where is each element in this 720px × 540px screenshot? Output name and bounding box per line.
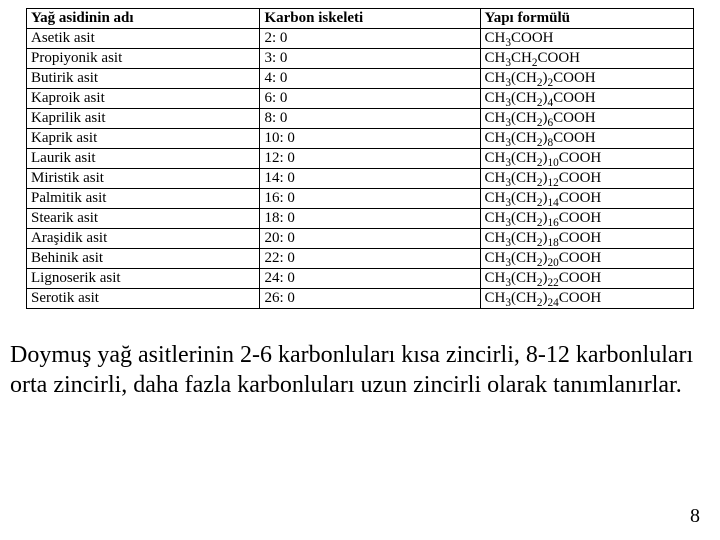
cell-skeleton: 18: 0 <box>260 209 480 229</box>
cell-skeleton: 26: 0 <box>260 289 480 309</box>
table-row: Kaprilik asit8: 0CH3(CH2)6COOH <box>27 109 694 129</box>
header-formula: Yapı formülü <box>480 9 693 29</box>
cell-skeleton: 10: 0 <box>260 129 480 149</box>
cell-name: Miristik asit <box>27 169 260 189</box>
header-skeleton: Karbon iskeleti <box>260 9 480 29</box>
table-row: Propiyonik asit3: 0CH3CH2COOH <box>27 49 694 69</box>
cell-skeleton: 16: 0 <box>260 189 480 209</box>
table-row: Miristik asit14: 0CH3(CH2)12COOH <box>27 169 694 189</box>
cell-name: Serotik asit <box>27 289 260 309</box>
cell-skeleton: 24: 0 <box>260 269 480 289</box>
cell-formula: CH3(CH2)18COOH <box>480 229 693 249</box>
table-body: Asetik asit2: 0CH3COOHPropiyonik asit3: … <box>27 29 694 309</box>
table-row: Butirik asit4: 0CH3(CH2)2COOH <box>27 69 694 89</box>
cell-skeleton: 8: 0 <box>260 109 480 129</box>
cell-formula: CH3CH2COOH <box>480 49 693 69</box>
cell-formula: CH3(CH2)2COOH <box>480 69 693 89</box>
table-row: Stearik asit18: 0CH3(CH2)16COOH <box>27 209 694 229</box>
table-row: Palmitik asit16: 0CH3(CH2)14COOH <box>27 189 694 209</box>
cell-formula: CH3(CH2)8COOH <box>480 129 693 149</box>
cell-formula: CH3(CH2)12COOH <box>480 169 693 189</box>
cell-name: Kaproik asit <box>27 89 260 109</box>
cell-name: Butirik asit <box>27 69 260 89</box>
header-name: Yağ asidinin adı <box>27 9 260 29</box>
cell-formula: CH3(CH2)6COOH <box>480 109 693 129</box>
cell-name: Behinik asit <box>27 249 260 269</box>
cell-formula: CH3(CH2)16COOH <box>480 209 693 229</box>
cell-name: Asetik asit <box>27 29 260 49</box>
cell-name: Kaprik asit <box>27 129 260 149</box>
cell-name: Kaprilik asit <box>27 109 260 129</box>
cell-formula: CH3(CH2)10COOH <box>480 149 693 169</box>
cell-formula: CH3(CH2)22COOH <box>480 269 693 289</box>
cell-skeleton: 4: 0 <box>260 69 480 89</box>
cell-skeleton: 6: 0 <box>260 89 480 109</box>
table-row: Kaprik asit10: 0CH3(CH2)8COOH <box>27 129 694 149</box>
cell-name: Araşidik asit <box>27 229 260 249</box>
cell-formula: CH3COOH <box>480 29 693 49</box>
table-row: Laurik asit12: 0CH3(CH2)10COOH <box>27 149 694 169</box>
cell-name: Stearik asit <box>27 209 260 229</box>
slide: Yağ asidinin adı Karbon iskeleti Yapı fo… <box>0 0 720 540</box>
fatty-acid-table: Yağ asidinin adı Karbon iskeleti Yapı fo… <box>26 8 694 309</box>
cell-name: Propiyonik asit <box>27 49 260 69</box>
cell-skeleton: 2: 0 <box>260 29 480 49</box>
cell-skeleton: 20: 0 <box>260 229 480 249</box>
cell-formula: CH3(CH2)14COOH <box>480 189 693 209</box>
cell-skeleton: 3: 0 <box>260 49 480 69</box>
table-container: Yağ asidinin adı Karbon iskeleti Yapı fo… <box>0 0 720 309</box>
cell-name: Laurik asit <box>27 149 260 169</box>
cell-formula: CH3(CH2)4COOH <box>480 89 693 109</box>
cell-formula: CH3(CH2)20COOH <box>480 249 693 269</box>
table-row: Behinik asit22: 0CH3(CH2)20COOH <box>27 249 694 269</box>
cell-skeleton: 12: 0 <box>260 149 480 169</box>
cell-name: Lignoserik asit <box>27 269 260 289</box>
page-number: 8 <box>690 505 700 528</box>
cell-skeleton: 14: 0 <box>260 169 480 189</box>
table-row: Serotik asit26: 0CH3(CH2)24COOH <box>27 289 694 309</box>
cell-formula: CH3(CH2)24COOH <box>480 289 693 309</box>
cell-name: Palmitik asit <box>27 189 260 209</box>
caption-text: Doymuş yağ asitlerinin 2-6 karbonluları … <box>10 340 710 400</box>
table-header-row: Yağ asidinin adı Karbon iskeleti Yapı fo… <box>27 9 694 29</box>
cell-skeleton: 22: 0 <box>260 249 480 269</box>
table-row: Kaproik asit6: 0CH3(CH2)4COOH <box>27 89 694 109</box>
table-row: Lignoserik asit24: 0CH3(CH2)22COOH <box>27 269 694 289</box>
table-row: Asetik asit2: 0CH3COOH <box>27 29 694 49</box>
table-row: Araşidik asit20: 0CH3(CH2)18COOH <box>27 229 694 249</box>
